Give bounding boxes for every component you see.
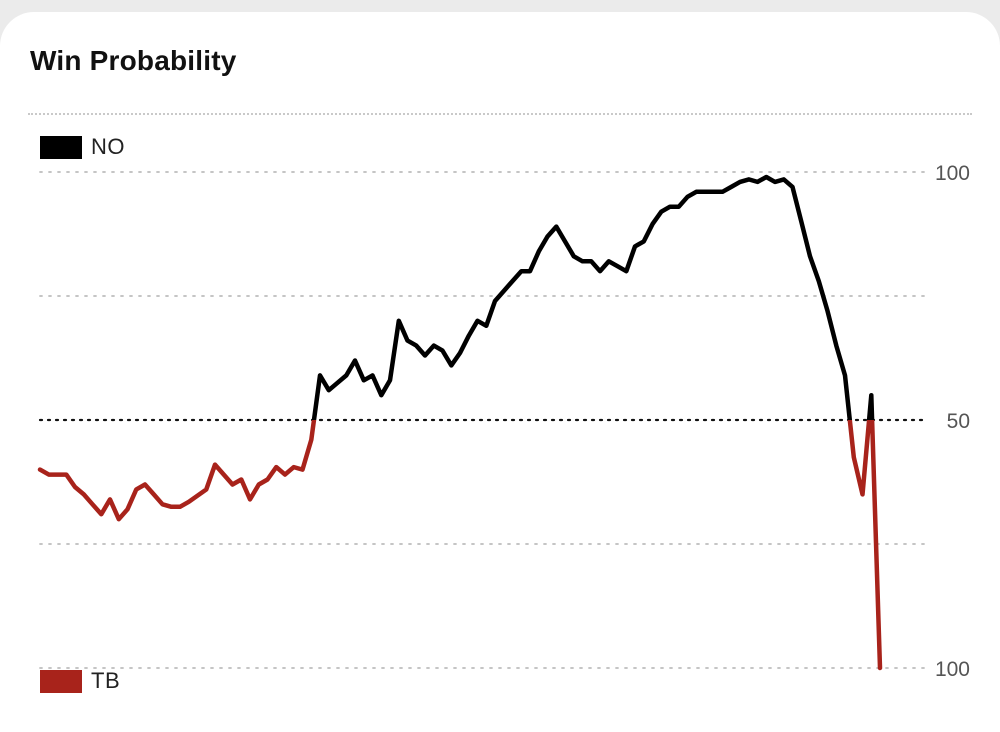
- win-probability-chart: 100 50 100: [37, 162, 970, 681]
- series-line-0-below: [37, 420, 883, 671]
- legend-item-tb: TB: [40, 668, 120, 694]
- legend-swatch-tb: [40, 669, 82, 693]
- legend-swatch-no: [40, 135, 82, 159]
- y-tick-label-4: 100: [935, 658, 970, 681]
- series-line-0-above: [311, 174, 875, 420]
- y-axis-labels: 100 50 100: [935, 162, 970, 681]
- title-divider: [28, 113, 972, 115]
- card-title: Win Probability: [30, 45, 237, 76]
- y-tick-label-2: 50: [947, 410, 970, 433]
- legend-label-tb: TB: [91, 668, 121, 693]
- legend-item-no: NO: [40, 134, 125, 160]
- series-lines: [37, 174, 883, 671]
- gridlines: [38, 171, 930, 669]
- y-tick-label-0: 100: [935, 162, 970, 185]
- legend-label-no: NO: [91, 134, 125, 159]
- win-probability-card: Win Probability: [0, 12, 1000, 732]
